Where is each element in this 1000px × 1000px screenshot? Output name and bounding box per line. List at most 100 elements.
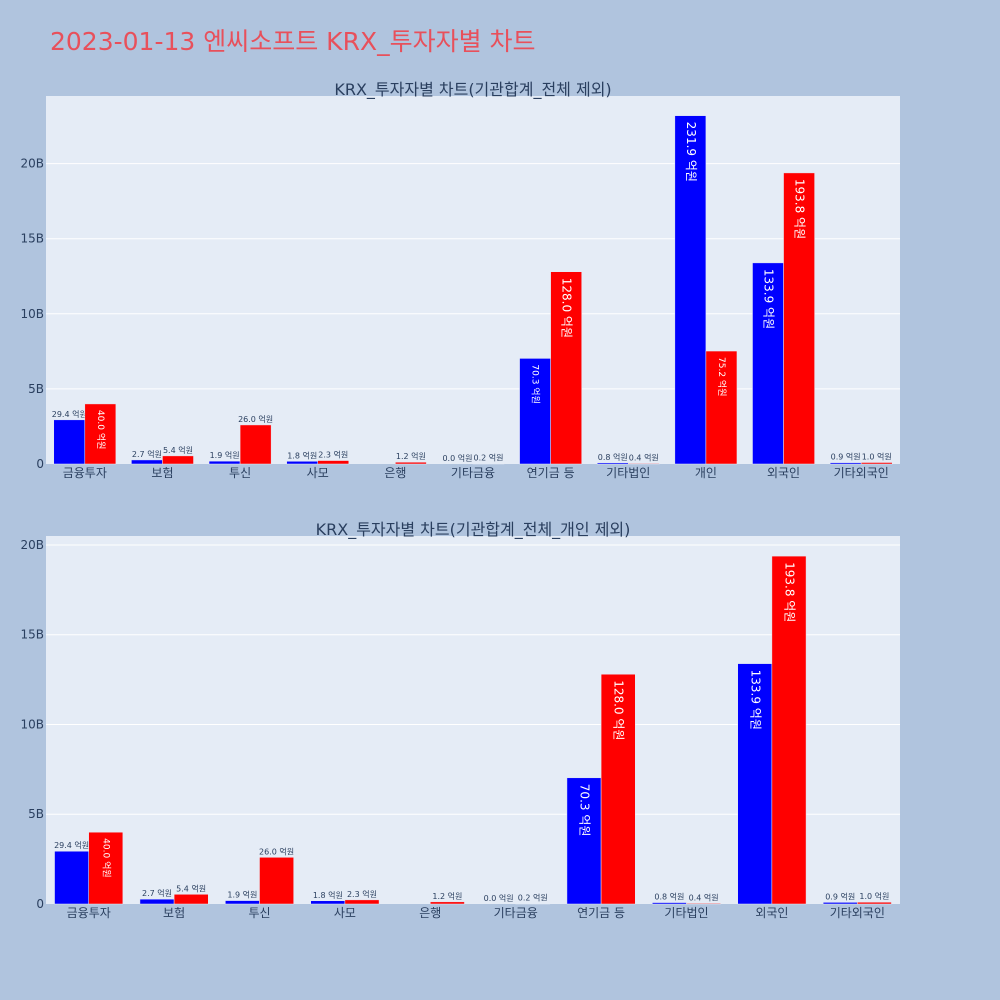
data-label: 133.9 억원 xyxy=(762,269,776,329)
data-label: 2.7 억원 xyxy=(132,449,162,459)
y-tick-label: 5B xyxy=(28,382,44,396)
bar xyxy=(771,555,807,905)
x-tick-label: 사모 xyxy=(334,906,356,920)
x-tick-label: 보험 xyxy=(151,466,173,480)
x-tick-label: 투신 xyxy=(229,466,251,480)
y-tick-label: 0 xyxy=(36,457,44,471)
bar xyxy=(596,462,629,465)
x-tick-label: 기타외국인 xyxy=(830,906,885,920)
y-tick-label: 15B xyxy=(20,232,44,246)
data-label: 193.8 억원 xyxy=(782,562,796,622)
bar xyxy=(208,460,241,465)
x-tick-label: 투신 xyxy=(248,906,270,920)
data-label: 1.2 억원 xyxy=(432,891,462,901)
bar xyxy=(550,271,582,465)
data-label: 0.4 억원 xyxy=(689,892,719,902)
bar xyxy=(857,901,892,905)
y-tick-label: 20B xyxy=(20,157,44,171)
bar xyxy=(173,894,209,905)
bar xyxy=(628,463,660,465)
data-label: 40.0 억원 xyxy=(95,410,107,449)
data-label: 0.8 억원 xyxy=(598,452,628,462)
x-tick-label: 연기금 등 xyxy=(577,906,625,920)
data-label: 1.8 억원 xyxy=(287,450,317,460)
bar xyxy=(829,462,862,465)
bar xyxy=(225,900,260,905)
bar xyxy=(344,899,380,905)
data-label: 133.9 억원 xyxy=(748,670,762,730)
bar xyxy=(822,902,858,905)
data-label: 26.0 억원 xyxy=(259,846,294,856)
data-label: 0.2 억원 xyxy=(518,893,548,903)
x-tick-label: 은행 xyxy=(419,905,441,920)
data-label: 0.9 억원 xyxy=(831,452,861,462)
x-tick-label: 은행 xyxy=(384,465,406,480)
data-label: 40.0 억원 xyxy=(100,838,112,877)
bar-chart-2: 0 5B 10B 15B 20B KRX_투자자별 차트(기관합계_전체_개인 제외) 금융… xyxy=(20,520,900,920)
data-label: 29.4 억원 xyxy=(54,840,89,850)
bar xyxy=(239,424,272,465)
bar xyxy=(430,901,465,905)
bar xyxy=(600,673,636,905)
bar xyxy=(88,831,124,905)
bar xyxy=(686,903,721,905)
bar xyxy=(652,902,687,905)
bar xyxy=(139,898,175,905)
bar xyxy=(519,358,551,465)
data-label: 26.0 억원 xyxy=(238,414,273,424)
data-label: 0.0 억원 xyxy=(484,893,514,903)
data-label: 0.8 억원 xyxy=(654,892,684,902)
y-tick-label: 15B xyxy=(20,628,44,642)
data-label: 5.4 억원 xyxy=(176,883,206,893)
x-tick-label: 연기금 등 xyxy=(527,466,575,480)
bar-chart-1: 0 5B 10B 15B 20B KRX_투자자별 차트(기관합계_전체 제외) 금융투자 2… xyxy=(20,80,900,480)
data-label: 193.8 억원 xyxy=(793,179,807,239)
x-tick-label: 기타금융 xyxy=(494,906,538,920)
bar xyxy=(53,419,86,465)
y-tick-label: 10B xyxy=(20,307,44,321)
bar xyxy=(705,350,738,465)
x-tick-label: 보험 xyxy=(163,906,185,920)
data-label: 1.8 억원 xyxy=(313,890,343,900)
bar xyxy=(783,172,815,465)
data-label: 1.0 억원 xyxy=(859,891,889,901)
x-tick-label: 기타법인 xyxy=(606,466,650,480)
y-tick-label: 10B xyxy=(20,717,44,731)
chart-title: KRX_투자자별 차트(기관합계_전체_개인 제외) xyxy=(316,520,631,540)
bar xyxy=(566,777,602,905)
x-tick-label: 기타외국인 xyxy=(834,466,889,480)
x-tick-label: 사모 xyxy=(307,466,329,480)
bar xyxy=(737,663,773,905)
y-tick-label: 20B xyxy=(20,538,44,552)
data-label: 1.0 억원 xyxy=(862,451,892,461)
data-label: 2.7 억원 xyxy=(142,888,172,898)
data-label: 5.4 억원 xyxy=(163,445,193,455)
bar xyxy=(286,461,318,465)
data-label: 0.0 억원 xyxy=(442,453,472,463)
x-tick-label: 금융투자 xyxy=(63,466,107,480)
data-label: 128.0 억원 xyxy=(612,680,626,740)
data-label: 70.3 억원 xyxy=(530,364,542,403)
bar xyxy=(752,262,784,465)
bar xyxy=(162,455,194,465)
data-label: 0.4 억원 xyxy=(629,452,659,462)
data-label: 0.2 억원 xyxy=(474,453,504,463)
bar xyxy=(84,403,117,465)
y-tick-label: 5B xyxy=(28,807,44,821)
x-tick-label: 외국인 xyxy=(755,906,788,920)
x-tick-label: 금융투자 xyxy=(67,906,111,920)
bar xyxy=(395,461,427,465)
data-label: 75.2 억원 xyxy=(716,357,728,396)
data-label: 128.0 억원 xyxy=(560,278,574,338)
data-label: 2.3 억원 xyxy=(347,889,377,899)
bar xyxy=(860,462,893,465)
x-tick-label: 기타금융 xyxy=(451,466,495,480)
x-tick-label: 외국인 xyxy=(767,466,800,480)
data-label: 70.3 억원 xyxy=(578,784,592,837)
bar xyxy=(310,900,346,905)
data-label: 2.3 억원 xyxy=(318,450,348,460)
bar xyxy=(131,459,163,465)
data-label: 0.9 억원 xyxy=(825,891,855,901)
x-tick-label: 기타법인 xyxy=(664,906,708,920)
